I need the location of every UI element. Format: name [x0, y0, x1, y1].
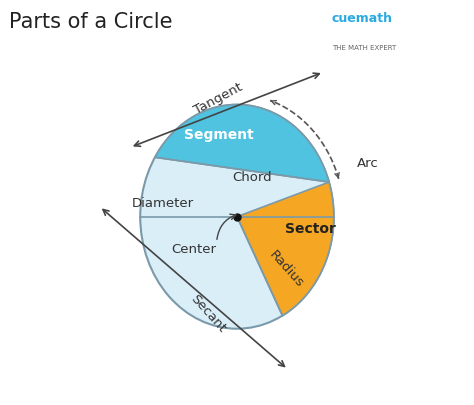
Text: Radius: Radius — [266, 249, 306, 290]
Text: Segment: Segment — [184, 128, 254, 142]
Text: Secant: Secant — [188, 292, 228, 335]
Text: cuemath: cuemath — [332, 12, 393, 25]
Text: Center: Center — [172, 243, 217, 256]
Text: Diameter: Diameter — [132, 197, 194, 210]
Text: Chord: Chord — [232, 171, 272, 184]
Text: Arc: Arc — [357, 157, 379, 170]
Polygon shape — [237, 182, 334, 315]
Text: Parts of a Circle: Parts of a Circle — [9, 12, 173, 32]
Text: Sector: Sector — [285, 222, 336, 236]
Ellipse shape — [140, 104, 334, 329]
Text: THE MATH EXPERT: THE MATH EXPERT — [332, 45, 396, 51]
Text: Tangent: Tangent — [192, 80, 245, 117]
Polygon shape — [155, 104, 329, 182]
